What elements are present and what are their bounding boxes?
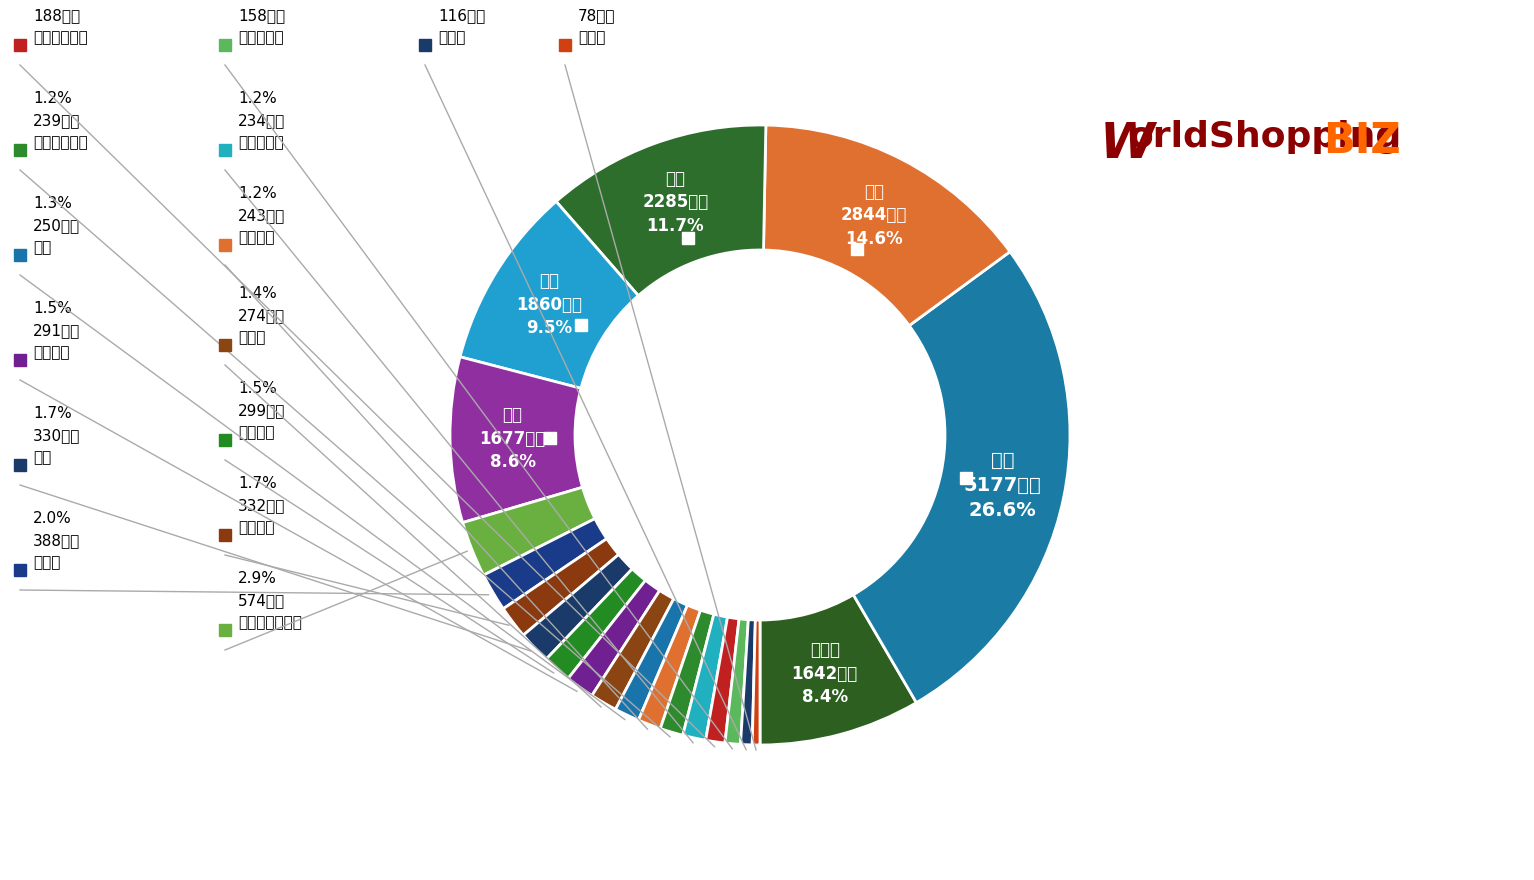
Wedge shape [764,125,1009,326]
Text: 1.7%: 1.7% [34,406,72,421]
Text: 1.2%: 1.2% [238,186,276,201]
Text: 234億円: 234億円 [238,113,285,128]
Text: 韓国
2285億円
11.7%: 韓国 2285億円 11.7% [643,170,709,235]
Wedge shape [503,539,618,635]
Text: 台湾
2844億円
14.6%: 台湾 2844億円 14.6% [841,183,907,248]
Wedge shape [726,619,749,744]
Wedge shape [853,252,1071,702]
Text: 0.6%: 0.6% [439,0,477,1]
Text: 2.9%: 2.9% [238,571,276,586]
Text: ロシア: ロシア [578,30,606,45]
Text: 239億円: 239億円 [34,113,80,128]
Text: 1.4%: 1.4% [238,286,276,301]
Wedge shape [463,488,595,576]
Wedge shape [557,125,765,296]
Text: 中国
5177億円
26.6%: 中国 5177億円 26.6% [963,451,1042,520]
Wedge shape [568,580,660,695]
Text: 1.5%: 1.5% [34,301,72,316]
Wedge shape [638,605,701,729]
Text: 274億円: 274億円 [238,308,285,323]
Text: 2.0%: 2.0% [34,511,72,526]
Text: 291億円: 291億円 [34,323,80,338]
Text: 1.2%: 1.2% [34,91,72,106]
Text: BIZ: BIZ [1322,120,1401,162]
Text: ベトナム: ベトナム [238,425,275,440]
Text: フランス: フランス [238,520,275,535]
Text: タイ: タイ [34,240,51,255]
Text: 574億円: 574億円 [238,593,285,608]
Text: インドネシア: インドネシア [34,30,87,45]
Text: 1.5%: 1.5% [238,381,276,396]
Text: マレーシア: マレーシア [238,30,284,45]
Wedge shape [741,620,755,744]
Text: 1.2%: 1.2% [238,91,276,106]
Text: 299億円: 299億円 [238,403,285,418]
Text: 116億円: 116億円 [439,8,485,23]
Text: 香港
1677億円
8.6%: 香港 1677億円 8.6% [480,407,546,472]
Wedge shape [483,518,607,609]
Text: 英国: 英国 [34,450,51,465]
Wedge shape [592,590,673,709]
Text: orldShopping: orldShopping [1127,120,1401,154]
Wedge shape [546,568,646,678]
Text: 188億円: 188億円 [34,8,80,23]
Text: W: W [1100,120,1155,168]
Text: スペイン: スペイン [238,230,275,245]
Text: その他
1642億円
8.4%: その他 1642億円 8.4% [792,642,858,707]
Wedge shape [460,202,638,388]
Text: 330億円: 330億円 [34,428,80,443]
Text: シンガポール: シンガポール [34,135,87,150]
Text: ドイツ: ドイツ [238,330,265,345]
Text: 1.0%: 1.0% [34,0,72,1]
Text: 250億円: 250億円 [34,218,80,233]
Text: 158億円: 158億円 [238,8,285,23]
Text: 332億円: 332億円 [238,498,285,513]
Text: 米国
1860億円
9.5%: 米国 1860億円 9.5% [517,272,583,337]
Wedge shape [449,356,583,523]
Text: 0.8%: 0.8% [238,0,276,1]
Text: インド: インド [439,30,465,45]
Text: 1.3%: 1.3% [34,196,72,211]
Wedge shape [660,610,713,735]
Text: イタリア: イタリア [34,345,69,360]
Wedge shape [706,617,739,743]
Wedge shape [752,620,759,745]
Text: カナダ: カナダ [34,555,60,570]
Text: 0.4%: 0.4% [578,0,617,1]
Text: 1.7%: 1.7% [238,476,276,491]
Wedge shape [615,598,687,720]
Text: 78億円: 78億円 [578,8,615,23]
Text: フィリピン: フィリピン [238,135,284,150]
Wedge shape [683,614,727,740]
Text: 243億円: 243億円 [238,208,285,223]
Text: オーストラリア: オーストラリア [238,615,302,630]
Text: 388億円: 388億円 [34,533,80,548]
Wedge shape [523,554,632,659]
Wedge shape [759,595,916,745]
